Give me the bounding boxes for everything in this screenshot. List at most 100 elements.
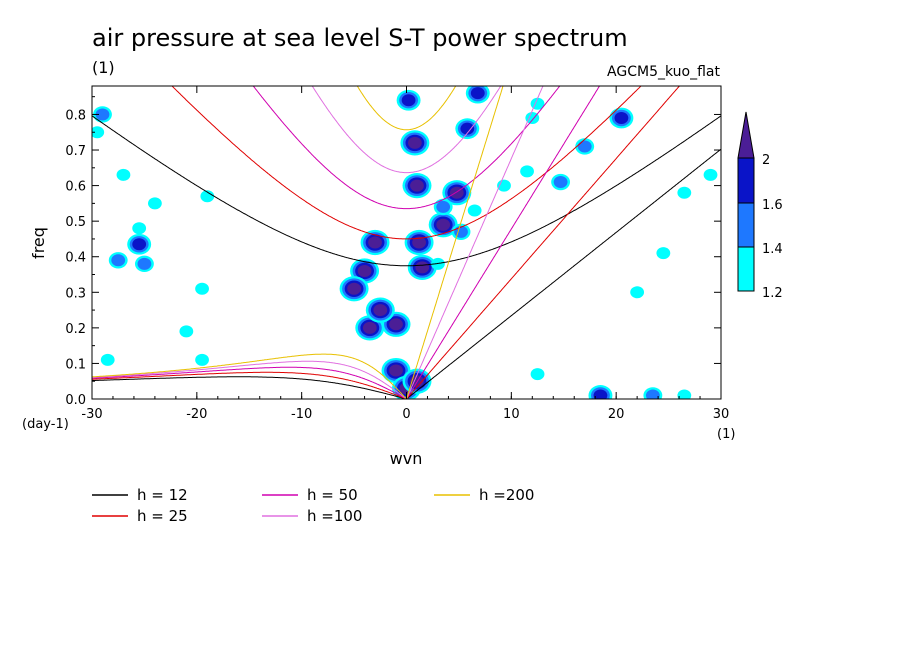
contour-region — [412, 236, 426, 249]
contour-region — [200, 190, 215, 203]
contour-region — [677, 389, 692, 399]
contour-region — [389, 364, 403, 377]
contour-region — [95, 108, 110, 121]
contour-region — [656, 247, 671, 260]
colorbar-segment — [737, 157, 755, 204]
dispersion-curve-ig — [356, 86, 457, 131]
contour-region — [407, 136, 422, 149]
contour-region — [132, 238, 147, 251]
dispersion-curve-ig — [92, 115, 721, 267]
legend-label: h = 50 — [307, 486, 358, 504]
contour-region — [410, 179, 424, 192]
contour-region — [92, 126, 105, 139]
dispersion-curve-kelvin — [406, 86, 504, 399]
dispersion-curve-kelvin — [406, 86, 681, 399]
x-tick-label: -30 — [81, 407, 102, 422]
contour-region — [132, 222, 147, 235]
y-tick-label: 0.7 — [65, 144, 86, 159]
dispersion-curve-er — [92, 353, 408, 399]
x-tick-label: -20 — [186, 407, 207, 422]
x-axis: -30 -20 -10 0 10 20 30 — [81, 86, 729, 422]
dispersion-curve-ig — [171, 86, 642, 240]
contour-region — [368, 236, 382, 249]
contour-region — [677, 186, 692, 199]
dispersion-curve-ig — [252, 86, 561, 210]
legend: h = 12 h = 25 h = 50 h =100 h =200 — [92, 486, 534, 525]
dispersion-curve-ig — [311, 86, 502, 174]
contour-region — [593, 389, 608, 399]
x-tick-label: 30 — [713, 407, 730, 422]
y-axis: 0.0 0.1 0.2 0.3 0.4 0.5 0.6 0.7 0.8 — [65, 96, 721, 408]
dispersion-curve-er — [92, 376, 409, 399]
contour-region — [116, 168, 131, 181]
contour-region — [100, 353, 115, 366]
contour-region — [389, 318, 403, 331]
x-tick-label: 20 — [608, 407, 625, 422]
contour-region — [614, 112, 629, 125]
y-unit-label: (day-1) — [22, 417, 69, 432]
contour-region — [470, 87, 485, 100]
contour-region — [436, 200, 451, 213]
legend-label: h =200 — [479, 486, 534, 504]
y-tick-label: 0.3 — [65, 286, 86, 301]
x-tick-label: 10 — [503, 407, 520, 422]
colorbar-label: 1.2 — [762, 286, 783, 301]
y-tick-label: 0.6 — [65, 180, 86, 195]
y-tick-label: 0.1 — [65, 357, 86, 372]
y-tick-label: 0.0 — [65, 393, 86, 408]
contour-region — [703, 168, 718, 181]
contour-region — [137, 257, 152, 270]
y-tick-label: 0.4 — [65, 251, 86, 266]
colorbar-segment — [737, 246, 755, 292]
contour-region — [148, 197, 162, 210]
y-axis-label: freq — [29, 227, 48, 259]
contour-region — [460, 122, 475, 135]
colorbar-label: 2 — [762, 153, 770, 168]
contour-region — [415, 261, 430, 274]
dispersion-curve-er — [92, 366, 408, 399]
contour-region — [577, 140, 592, 153]
legend-label: h = 12 — [137, 486, 188, 504]
contour-region — [195, 282, 209, 295]
colorbar: 1.2 1.4 1.6 2 — [737, 111, 783, 301]
contour-region — [467, 204, 482, 217]
y-tick-label: 0.8 — [65, 108, 86, 123]
y-tick-label: 0.5 — [65, 215, 86, 230]
contour-region — [195, 353, 209, 366]
contour-region — [436, 218, 451, 231]
contour-region — [401, 94, 416, 107]
contour-region — [179, 325, 194, 338]
contour-region — [111, 254, 126, 267]
plot-area: -30 -20 -10 0 10 20 30 0.00.10.20.30.40.50.60.… — [65, 85, 729, 422]
contour-region — [525, 112, 540, 125]
dispersion-curve-kelvin — [406, 86, 544, 399]
dispersion-curve-er — [92, 371, 408, 399]
dispersion-curve-er — [92, 360, 408, 399]
y-tick-label: 0.2 — [65, 322, 86, 337]
contour-region — [347, 282, 361, 295]
x-axis-label: wvn — [390, 449, 423, 468]
legend-label: h = 25 — [137, 507, 188, 525]
contour-region — [645, 389, 660, 399]
colorbar-label: 1.4 — [762, 242, 783, 257]
legend-label: h =100 — [307, 507, 362, 525]
x-unit-label: (1) — [717, 427, 735, 442]
x-tick-label: -10 — [291, 407, 312, 422]
contour-region — [373, 304, 388, 317]
contour-region — [553, 176, 568, 189]
contour-region — [530, 368, 545, 381]
chart-title: air pressure at sea level S-T power spec… — [92, 24, 628, 52]
contour-region — [362, 321, 377, 334]
contour-layer — [92, 86, 718, 399]
dispersion-curves — [92, 86, 721, 399]
chart-subtitle: (1) — [92, 58, 115, 77]
colorbar-arrow — [737, 111, 755, 159]
dispersion-curve-kelvin — [406, 148, 721, 399]
model-label: AGCM5_kuo_flat — [607, 64, 720, 80]
colorbar-label: 1.6 — [762, 198, 783, 213]
contour-region — [357, 264, 372, 277]
dispersion-curve-kelvin — [406, 86, 601, 399]
x-tick-label: 0 — [402, 407, 410, 422]
colorbar-segment — [737, 202, 755, 248]
